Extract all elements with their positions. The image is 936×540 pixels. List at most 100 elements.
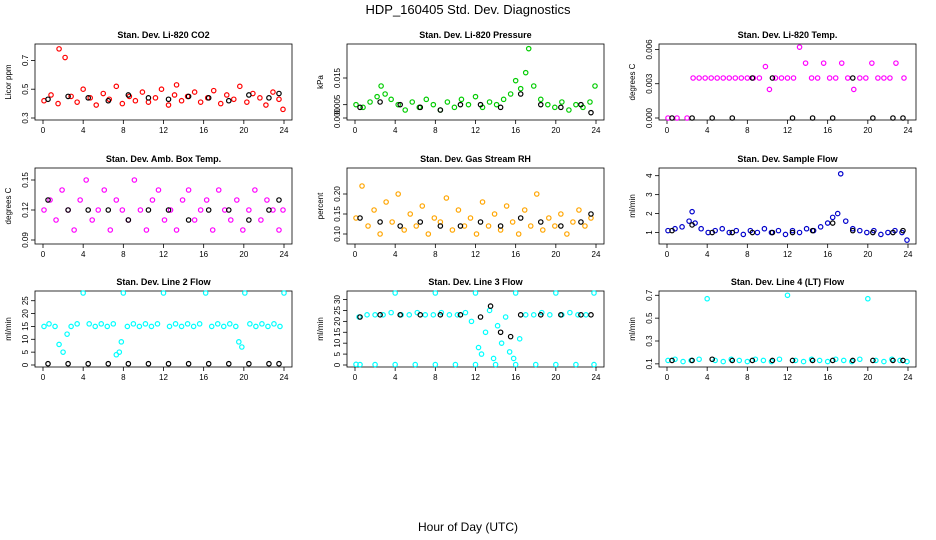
data-point xyxy=(374,93,380,100)
chart-panel-5: Stan. Dev. Gas Stream RH 0 4 8 12 16 20 24 0.10 0… xyxy=(316,154,605,259)
x-tick-label: 4 xyxy=(81,250,86,259)
chart-panel-9: Stan. Dev. Line 4 (LT) Flow 0 4 8 12 16 20 24 0.… xyxy=(628,277,917,382)
data-point xyxy=(564,231,570,237)
data-point xyxy=(840,357,847,364)
data-point xyxy=(77,197,83,203)
data-point xyxy=(591,290,597,296)
x-tick-label: 24 xyxy=(904,126,913,135)
data-point xyxy=(834,210,841,217)
data-point xyxy=(754,229,761,236)
y-tick-label: 0.003 xyxy=(645,73,654,94)
series-30-min-std-dev- xyxy=(669,356,906,364)
data-point xyxy=(98,321,105,327)
data-point xyxy=(425,231,432,237)
series-30-min-std-dev- xyxy=(357,91,594,116)
data-point xyxy=(92,323,99,330)
data-point xyxy=(160,290,167,296)
data-point xyxy=(497,223,504,229)
data-point xyxy=(558,223,564,229)
data-point xyxy=(118,339,125,345)
data-point xyxy=(881,358,887,365)
data-point xyxy=(558,104,564,111)
y-axis-label: ml/min xyxy=(628,317,637,341)
data-point xyxy=(900,115,906,121)
data-point xyxy=(684,115,690,121)
panel-title: Stan. Dev. Line 2 Flow xyxy=(116,277,211,287)
data-point xyxy=(446,312,453,318)
data-point xyxy=(537,96,544,103)
data-point xyxy=(45,96,51,103)
x-tick-label: 8 xyxy=(745,126,750,135)
x-tick-label: 4 xyxy=(393,250,398,259)
data-point xyxy=(789,115,796,121)
x-tick-label: 0 xyxy=(41,126,46,135)
data-point xyxy=(357,314,363,320)
data-point xyxy=(808,356,815,363)
plot-frame xyxy=(346,43,605,121)
data-point xyxy=(397,312,403,318)
x-tick-label: 16 xyxy=(199,250,208,259)
data-point xyxy=(166,323,173,330)
x-tick-label: 8 xyxy=(433,126,438,135)
data-point xyxy=(592,83,598,89)
data-point xyxy=(539,227,546,233)
data-point xyxy=(454,312,461,318)
data-point xyxy=(167,207,174,213)
plot-frame xyxy=(658,43,917,121)
series-5-min-std-dev- xyxy=(665,170,910,243)
data-point xyxy=(669,357,675,364)
data-point xyxy=(708,75,714,81)
data-point xyxy=(205,207,212,213)
data-point xyxy=(53,217,59,223)
data-point xyxy=(357,361,363,368)
data-point xyxy=(752,356,759,363)
data-point xyxy=(171,92,178,98)
data-point xyxy=(383,199,389,205)
data-point xyxy=(546,215,552,221)
data-point xyxy=(431,215,438,221)
data-point xyxy=(149,197,156,203)
data-point xyxy=(217,100,224,107)
x-tick-label: 20 xyxy=(239,126,248,135)
data-point xyxy=(395,101,401,108)
chart-panel-7: Stan. Dev. Line 2 Flow 0 4 8 12 16 20 24 0 5 10 15 2… xyxy=(4,277,293,382)
data-point xyxy=(65,207,71,213)
data-point xyxy=(139,89,146,95)
data-point xyxy=(360,104,366,111)
plot-frame xyxy=(346,290,605,368)
data-point xyxy=(537,101,544,108)
data-point xyxy=(265,323,271,330)
data-point xyxy=(494,322,501,329)
y-tick-label: 0.20 xyxy=(333,186,342,202)
data-point xyxy=(726,75,733,81)
data-point xyxy=(842,218,849,224)
data-point xyxy=(417,219,424,225)
data-point xyxy=(443,195,450,201)
data-point xyxy=(246,217,252,223)
x-tick-label: 16 xyxy=(511,126,520,135)
data-point xyxy=(154,321,161,327)
data-point xyxy=(68,93,74,100)
chart-panel-8: Stan. Dev. Line 3 Flow 0 4 8 12 16 20 24 0 5 10 15 2… xyxy=(316,277,605,382)
data-point xyxy=(406,312,413,318)
y-axis-label: degrees C xyxy=(4,187,13,224)
data-point xyxy=(223,92,230,98)
data-point xyxy=(185,187,192,193)
x-tick-label: 16 xyxy=(823,126,832,135)
data-point xyxy=(689,222,695,228)
x-tick-label: 20 xyxy=(239,250,248,259)
data-point xyxy=(517,91,524,97)
data-point xyxy=(56,46,62,52)
data-point xyxy=(468,318,475,325)
data-point xyxy=(809,227,816,234)
data-point xyxy=(372,361,378,368)
data-point xyxy=(904,237,910,243)
x-tick-label: 0 xyxy=(353,250,358,259)
data-point xyxy=(515,231,522,237)
data-point xyxy=(205,360,212,367)
x-tick-label: 12 xyxy=(471,126,480,135)
data-point xyxy=(161,217,168,223)
data-point xyxy=(271,321,277,327)
data-point xyxy=(236,339,242,345)
data-point xyxy=(55,100,61,107)
